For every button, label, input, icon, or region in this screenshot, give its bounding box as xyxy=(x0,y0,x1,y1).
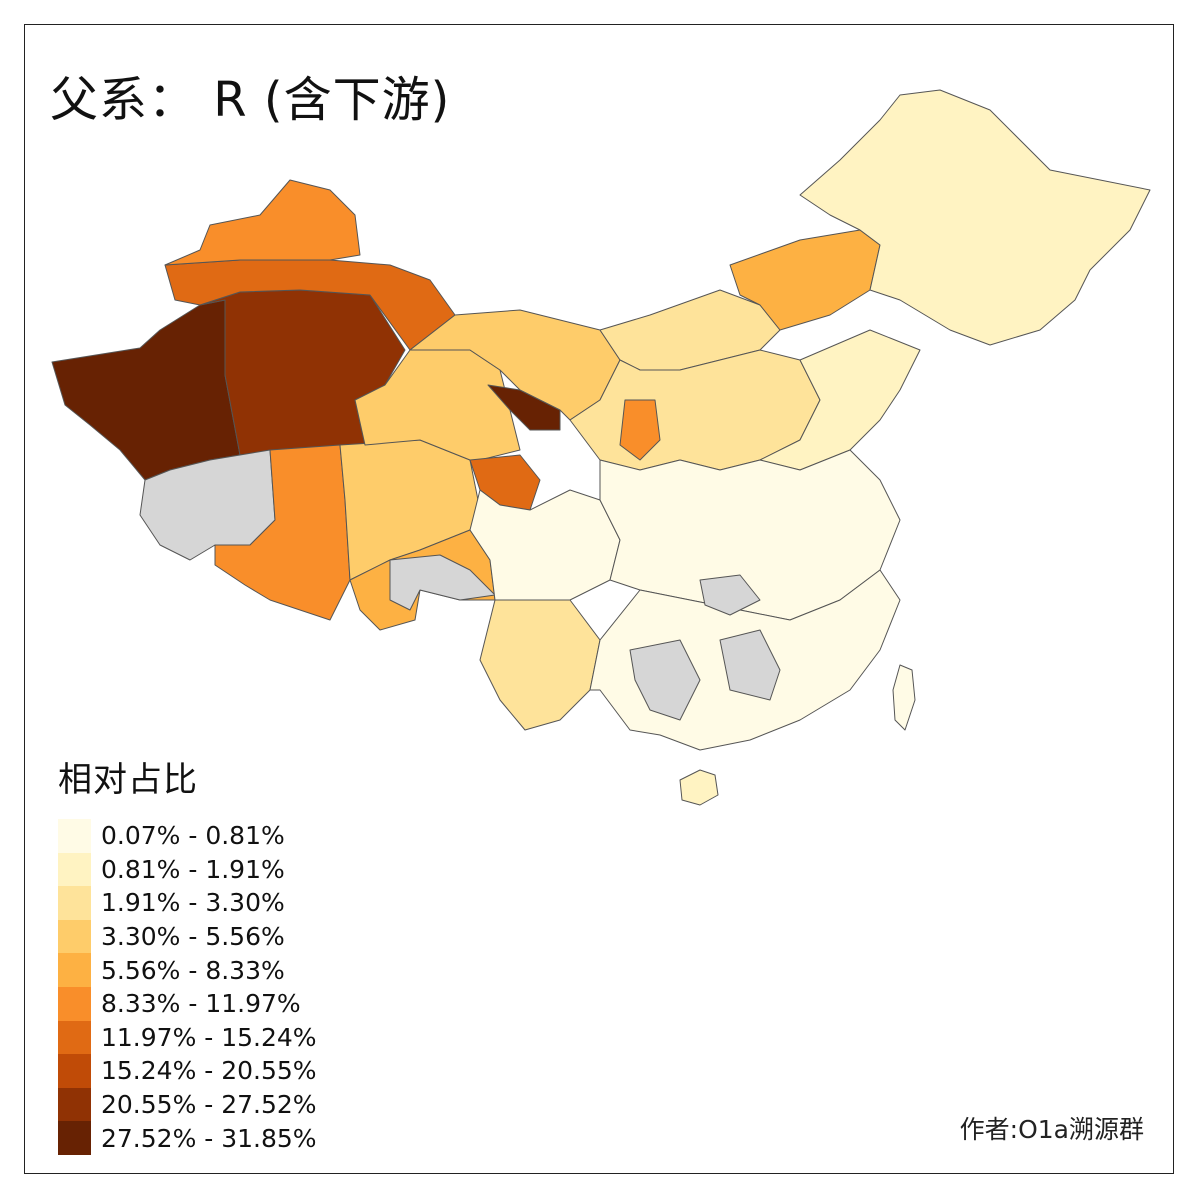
region-qinghai xyxy=(354,349,521,461)
region-xinjiang-west xyxy=(51,299,241,481)
legend-swatch xyxy=(58,1087,91,1122)
region-tibet-southeast-nodata xyxy=(389,554,496,611)
legend-item: 11.97% - 15.24% xyxy=(58,1020,317,1055)
author-credit: 作者:O1a溯源群 xyxy=(959,1115,1144,1144)
legend-swatch xyxy=(58,852,91,887)
region-south-nodata-3 xyxy=(699,574,761,616)
legend: 相对占比 0.07% - 0.81% 0.81% - 1.91% 1.91% - 3… xyxy=(58,752,317,1155)
legend-swatch xyxy=(58,919,91,954)
region-ordos-spot xyxy=(619,399,661,461)
region-hainan xyxy=(679,769,719,806)
map-title: 父系： R (含下游) xyxy=(50,72,451,128)
legend-label: 27.52% - 31.85% xyxy=(101,1123,317,1153)
legend-swatch xyxy=(58,886,91,920)
legend-label: 1.91% - 3.30% xyxy=(101,888,285,918)
legend-item: 0.07% - 0.81% xyxy=(58,819,317,853)
legend-swatch xyxy=(58,1121,91,1155)
region-south-nodata-2 xyxy=(719,629,781,701)
region-gansu xyxy=(409,309,621,421)
legend-label: 8.33% - 11.97% xyxy=(101,989,301,1019)
legend-label: 0.81% - 1.91% xyxy=(101,854,285,884)
region-yunnan xyxy=(479,599,601,731)
legend-item: 5.56% - 8.33% xyxy=(58,953,317,987)
legend-label: 20.55% - 27.52% xyxy=(101,1090,317,1120)
legend-label: 5.56% - 8.33% xyxy=(101,955,285,985)
legend-item: 27.52% - 31.85% xyxy=(58,1121,317,1155)
region-xinjiang-altai xyxy=(164,179,361,266)
legend-swatch xyxy=(58,819,91,853)
legend-item: 20.55% - 27.52% xyxy=(58,1087,317,1122)
region-taiwan xyxy=(892,664,916,731)
legend-title: 相对占比 xyxy=(58,760,198,800)
legend-items: 0.07% - 0.81% 0.81% - 1.91% 1.91% - 3.30% 3… xyxy=(58,819,317,1155)
legend-label: 15.24% - 20.55% xyxy=(101,1056,317,1086)
legend-item: 0.81% - 1.91% xyxy=(58,852,317,887)
region-sichuan xyxy=(469,489,621,601)
legend-swatch xyxy=(58,1054,91,1088)
region-south-nodata-1 xyxy=(629,639,701,721)
region-inner-mongolia-central xyxy=(729,229,881,331)
legend-item: 15.24% - 20.55% xyxy=(58,1054,317,1088)
legend-item: 8.33% - 11.97% xyxy=(58,986,317,1021)
legend-swatch xyxy=(58,953,91,987)
region-northeast xyxy=(799,89,1151,346)
legend-label: 11.97% - 15.24% xyxy=(101,1022,317,1052)
legend-label: 0.07% - 0.81% xyxy=(101,821,285,851)
legend-swatch xyxy=(58,986,91,1021)
legend-item: 3.30% - 5.56% xyxy=(58,919,317,954)
legend-item: 1.91% - 3.30% xyxy=(58,886,317,920)
legend-swatch xyxy=(58,1020,91,1055)
legend-label: 3.30% - 5.56% xyxy=(101,922,285,952)
